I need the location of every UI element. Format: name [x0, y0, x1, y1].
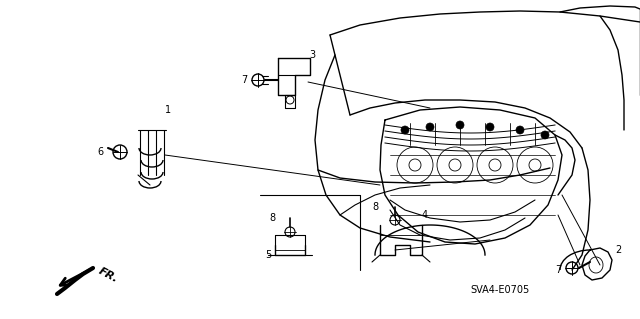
Circle shape — [426, 123, 434, 131]
Text: 5: 5 — [265, 250, 271, 260]
Circle shape — [516, 126, 524, 134]
Text: 8: 8 — [372, 202, 378, 212]
Circle shape — [456, 121, 464, 129]
Text: 4: 4 — [422, 210, 428, 220]
Text: 6: 6 — [97, 147, 103, 157]
Circle shape — [486, 123, 494, 131]
Text: SVA4-E0705: SVA4-E0705 — [470, 285, 530, 295]
Text: 7: 7 — [555, 265, 561, 275]
Circle shape — [541, 131, 549, 139]
Text: 3: 3 — [309, 50, 315, 60]
Circle shape — [401, 126, 409, 134]
Text: FR.: FR. — [97, 266, 120, 285]
Text: 7: 7 — [241, 75, 247, 85]
Text: 2: 2 — [615, 245, 621, 255]
Text: 1: 1 — [165, 105, 171, 115]
Text: 8: 8 — [269, 213, 275, 223]
